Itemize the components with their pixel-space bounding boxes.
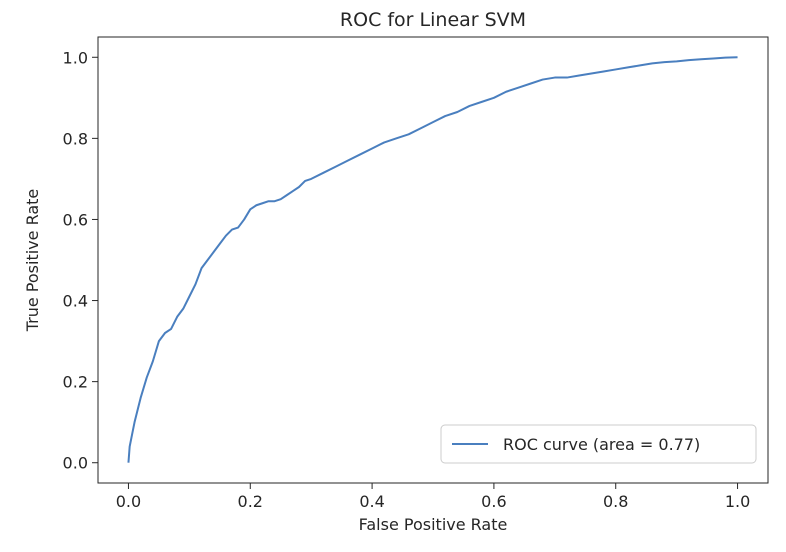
x-axis-label: False Positive Rate bbox=[359, 515, 508, 534]
x-tick-label: 0.8 bbox=[603, 492, 628, 511]
y-tick-label: 1.0 bbox=[63, 48, 88, 67]
x-tick-label: 1.0 bbox=[725, 492, 750, 511]
x-tick-label: 0.6 bbox=[481, 492, 506, 511]
plot-frame bbox=[97, 36, 769, 484]
x-tick-label: 0.4 bbox=[359, 492, 384, 511]
y-axis-ticks: 0.0 0.2 0.4 0.6 0.8 1.0 bbox=[63, 48, 98, 473]
y-tick-label: 0.4 bbox=[63, 292, 88, 311]
series-layer bbox=[127, 56, 738, 463]
y-axis-label: True Positive Rate bbox=[23, 189, 42, 333]
roc-curve-line bbox=[127, 56, 738, 463]
legend: ROC curve (area = 0.77) bbox=[440, 424, 757, 464]
x-tick-label: 0.2 bbox=[238, 492, 263, 511]
chart-title: ROC for Linear SVM bbox=[340, 9, 526, 31]
legend-entry-label: ROC curve (area = 0.77) bbox=[503, 435, 700, 454]
y-tick-label: 0.0 bbox=[63, 454, 88, 473]
x-tick-label: 0.0 bbox=[116, 492, 141, 511]
y-tick-label: 0.8 bbox=[63, 129, 88, 148]
y-tick-label: 0.6 bbox=[63, 210, 88, 229]
y-tick-label: 0.2 bbox=[63, 373, 88, 392]
x-axis-ticks: 0.0 0.2 0.4 0.6 0.8 1.0 bbox=[116, 483, 750, 511]
plot-border bbox=[97, 36, 769, 484]
legend-box bbox=[440, 424, 757, 464]
